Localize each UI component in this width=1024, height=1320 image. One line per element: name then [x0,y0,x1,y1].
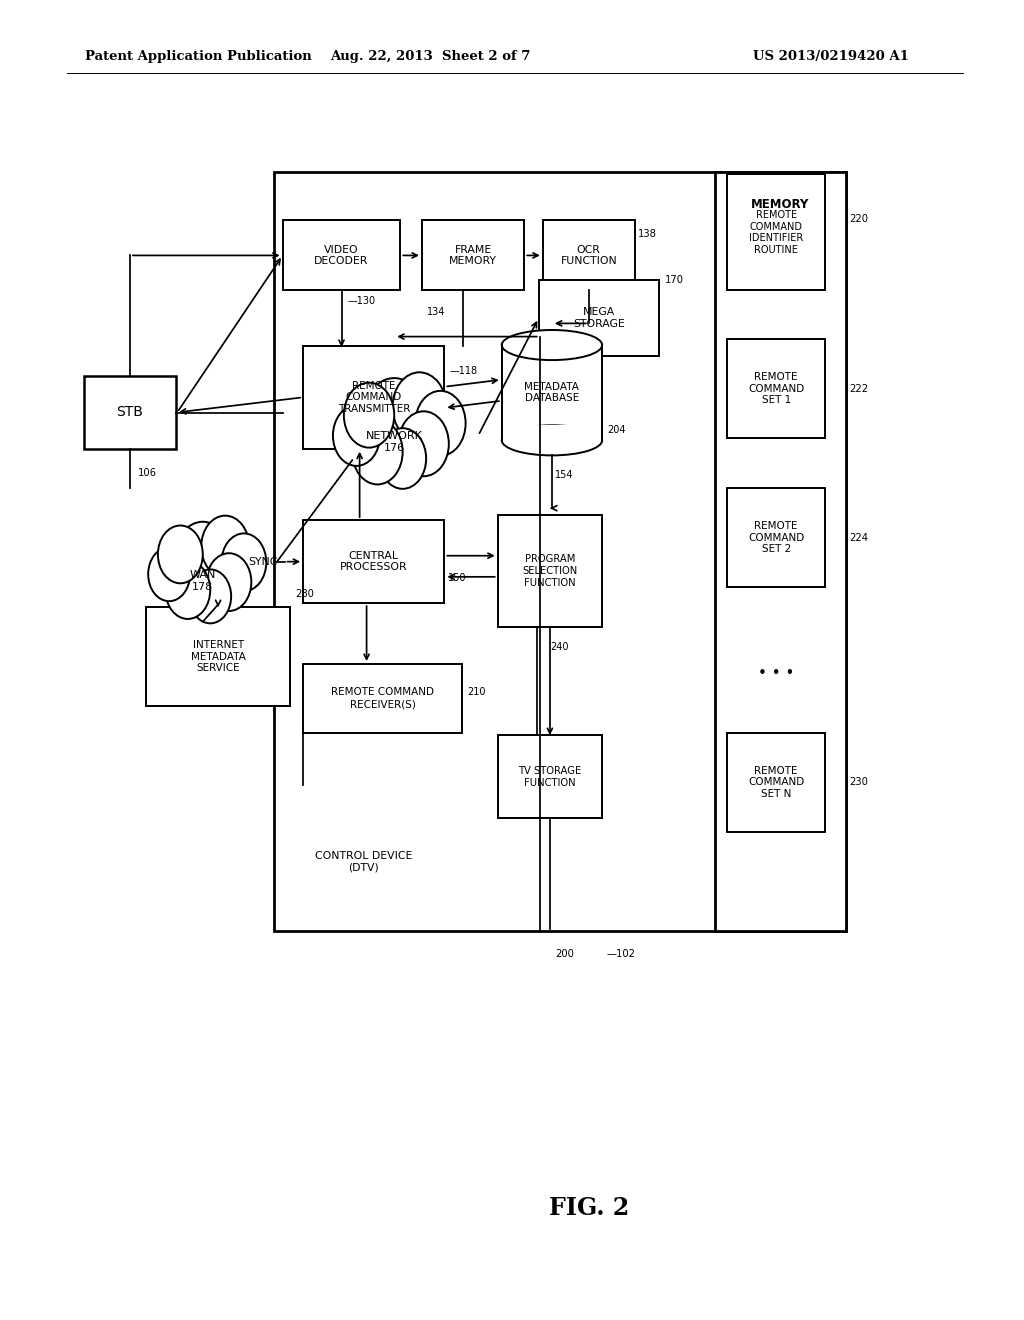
Text: 220: 220 [849,214,868,224]
Text: 210: 210 [467,686,485,697]
Text: FRAME
MEMORY: FRAME MEMORY [450,244,497,267]
Bar [303,520,444,603]
Text: SYNC: SYNC [248,557,278,566]
Text: REMOTE COMMAND
RECEIVER(S): REMOTE COMMAND RECEIVER(S) [331,688,434,709]
Text: —118: —118 [450,366,477,376]
Circle shape [416,391,466,455]
Bar [543,220,635,290]
Text: MEGA
STORAGE: MEGA STORAGE [573,308,625,329]
Bar [498,515,602,627]
Text: REMOTE
COMMAND
SET 1: REMOTE COMMAND SET 1 [749,372,804,405]
Text: OCR
FUNCTION: OCR FUNCTION [560,244,617,267]
Text: METADATA
DATABASE: METADATA DATABASE [524,381,580,404]
Bar [727,174,825,290]
Circle shape [333,405,380,466]
Circle shape [221,533,266,591]
Text: Patent Application Publication: Patent Application Publication [85,50,311,63]
Text: INTERNET
METADATA
SERVICE: INTERNET METADATA SERVICE [190,640,246,673]
Text: 154: 154 [555,470,573,480]
Text: 224: 224 [849,533,868,543]
Text: • • •: • • • [758,665,795,681]
Bar [146,607,290,706]
Text: WAN
178: WAN 178 [189,570,216,591]
Text: TV STORAGE
FUNCTION: TV STORAGE FUNCTION [518,766,582,788]
Bar [84,376,176,449]
Bar [727,733,825,832]
Circle shape [398,412,449,477]
Text: US 2013/0219420 A1: US 2013/0219420 A1 [753,50,908,63]
Circle shape [379,428,426,488]
Text: 150: 150 [447,573,466,583]
Text: —102: —102 [606,949,635,960]
Circle shape [392,372,446,442]
Circle shape [148,548,190,601]
Text: 106: 106 [138,467,158,478]
Circle shape [189,569,231,623]
Text: 134: 134 [427,306,445,317]
Bar [727,339,825,438]
Circle shape [166,561,210,619]
Circle shape [202,516,249,577]
Text: —130: —130 [347,296,376,306]
Circle shape [174,521,231,595]
Bar [727,488,825,587]
Text: 138: 138 [638,228,656,239]
Text: 230: 230 [849,777,867,787]
Bar [715,172,846,931]
Bar [283,220,400,290]
Bar [502,345,602,441]
Text: 240: 240 [550,642,568,652]
Text: Aug. 22, 2013  Sheet 2 of 7: Aug. 22, 2013 Sheet 2 of 7 [330,50,530,63]
Circle shape [362,378,426,461]
Text: CENTRAL
PROCESSOR: CENTRAL PROCESSOR [340,550,408,573]
Text: 200: 200 [555,949,573,960]
Text: REMOTE
COMMAND
TRANSMITTER: REMOTE COMMAND TRANSMITTER [338,380,410,414]
Text: STB: STB [117,405,143,420]
Text: 204: 204 [607,425,626,436]
Text: CONTROL DEVICE
(DTV): CONTROL DEVICE (DTV) [314,851,413,873]
Circle shape [158,525,203,583]
Ellipse shape [502,330,602,360]
Text: REMOTE
COMMAND
SET 2: REMOTE COMMAND SET 2 [749,521,804,554]
Text: MEMORY: MEMORY [751,198,810,211]
Bar [422,220,524,290]
Text: VIDEO
DECODER: VIDEO DECODER [314,244,369,267]
Bar [502,425,602,441]
Bar [303,664,462,733]
Text: 222: 222 [849,384,868,393]
Bar [539,280,659,356]
Text: PROGRAM
SELECTION
FUNCTION: PROGRAM SELECTION FUNCTION [522,554,578,587]
Text: NETWORK
176: NETWORK 176 [366,432,423,453]
Text: 170: 170 [665,275,684,285]
Bar [498,735,602,818]
Circle shape [344,383,394,447]
Bar [303,346,444,449]
Circle shape [207,553,251,611]
Text: FIG. 2: FIG. 2 [549,1196,629,1220]
Text: 280: 280 [295,589,313,599]
Text: REMOTE
COMMAND
IDENTIFIER
ROUTINE: REMOTE COMMAND IDENTIFIER ROUTINE [750,210,803,255]
Ellipse shape [502,425,602,455]
Text: REMOTE
COMMAND
SET N: REMOTE COMMAND SET N [749,766,804,799]
Bar [274,172,846,931]
Circle shape [352,420,402,484]
